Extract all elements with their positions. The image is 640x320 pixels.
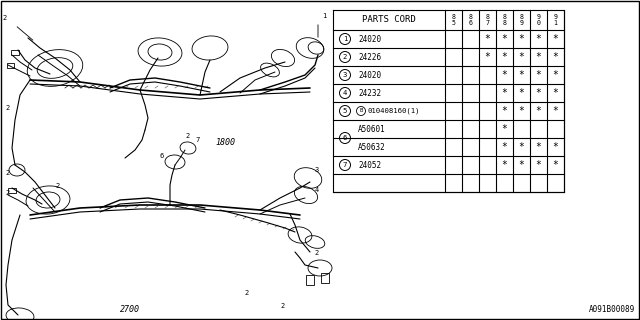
Text: 7: 7 [343,162,347,168]
Text: *: * [518,34,524,44]
Text: *: * [502,70,508,80]
Text: *: * [536,34,541,44]
Text: *: * [552,70,559,80]
Text: 2700: 2700 [120,305,140,314]
Text: 8
8: 8 8 [502,14,506,26]
Text: *: * [502,142,508,152]
Text: 8
5: 8 5 [451,14,456,26]
Text: 2: 2 [185,133,189,139]
Text: 9
0: 9 0 [536,14,541,26]
Text: *: * [502,34,508,44]
Text: 1: 1 [322,13,326,19]
Text: 2: 2 [244,290,248,296]
Text: A50632: A50632 [358,142,386,151]
Text: *: * [518,106,524,116]
Text: 24232: 24232 [358,89,381,98]
Bar [8,188,16,193]
Text: *: * [502,88,508,98]
Text: *: * [536,88,541,98]
Text: *: * [552,160,559,170]
Text: *: * [484,34,490,44]
Text: 2: 2 [5,190,9,196]
Text: *: * [552,52,559,62]
Text: 8
9: 8 9 [520,14,524,26]
Text: *: * [536,70,541,80]
Text: *: * [536,106,541,116]
Text: *: * [552,88,559,98]
Text: 010408160(1): 010408160(1) [367,108,419,114]
Text: 3: 3 [315,167,319,173]
Text: *: * [536,142,541,152]
Text: B: B [360,108,363,114]
Text: A091B00089: A091B00089 [589,305,635,314]
Text: 8
6: 8 6 [468,14,472,26]
Text: *: * [552,106,559,116]
Text: *: * [536,160,541,170]
Bar [6,62,13,68]
Text: 4: 4 [315,187,319,193]
Text: 1800: 1800 [215,138,235,147]
Text: *: * [502,160,508,170]
Bar [306,275,314,285]
Text: 2: 2 [343,54,347,60]
Text: 1: 1 [343,36,347,42]
Text: 2: 2 [5,170,9,176]
Text: *: * [518,160,524,170]
Text: 9
1: 9 1 [554,14,557,26]
Text: *: * [518,70,524,80]
Text: 24052: 24052 [358,161,381,170]
Text: 24226: 24226 [358,52,381,61]
Text: 2: 2 [280,303,284,309]
Text: *: * [552,34,559,44]
Text: *: * [502,124,508,134]
Text: 7: 7 [195,137,199,143]
Text: 5: 5 [343,108,347,114]
Text: 4: 4 [343,90,347,96]
Text: *: * [518,88,524,98]
Text: 3: 3 [343,72,347,78]
Text: *: * [518,52,524,62]
Bar [11,50,19,54]
Text: 8
7: 8 7 [486,14,490,26]
Text: *: * [552,142,559,152]
Text: 6: 6 [160,153,164,159]
Text: 2: 2 [3,15,7,21]
Text: 24020: 24020 [358,70,381,79]
Text: A50601: A50601 [358,124,386,133]
Text: PARTS CORD: PARTS CORD [362,15,416,25]
Text: *: * [502,106,508,116]
Text: *: * [502,52,508,62]
Text: *: * [484,52,490,62]
Text: 6: 6 [343,135,347,141]
Text: 2: 2 [314,250,318,256]
Bar [321,273,329,283]
Text: 24020: 24020 [358,35,381,44]
Text: *: * [536,52,541,62]
Text: *: * [518,142,524,152]
Text: 2: 2 [5,105,9,111]
Text: 2: 2 [55,183,60,189]
